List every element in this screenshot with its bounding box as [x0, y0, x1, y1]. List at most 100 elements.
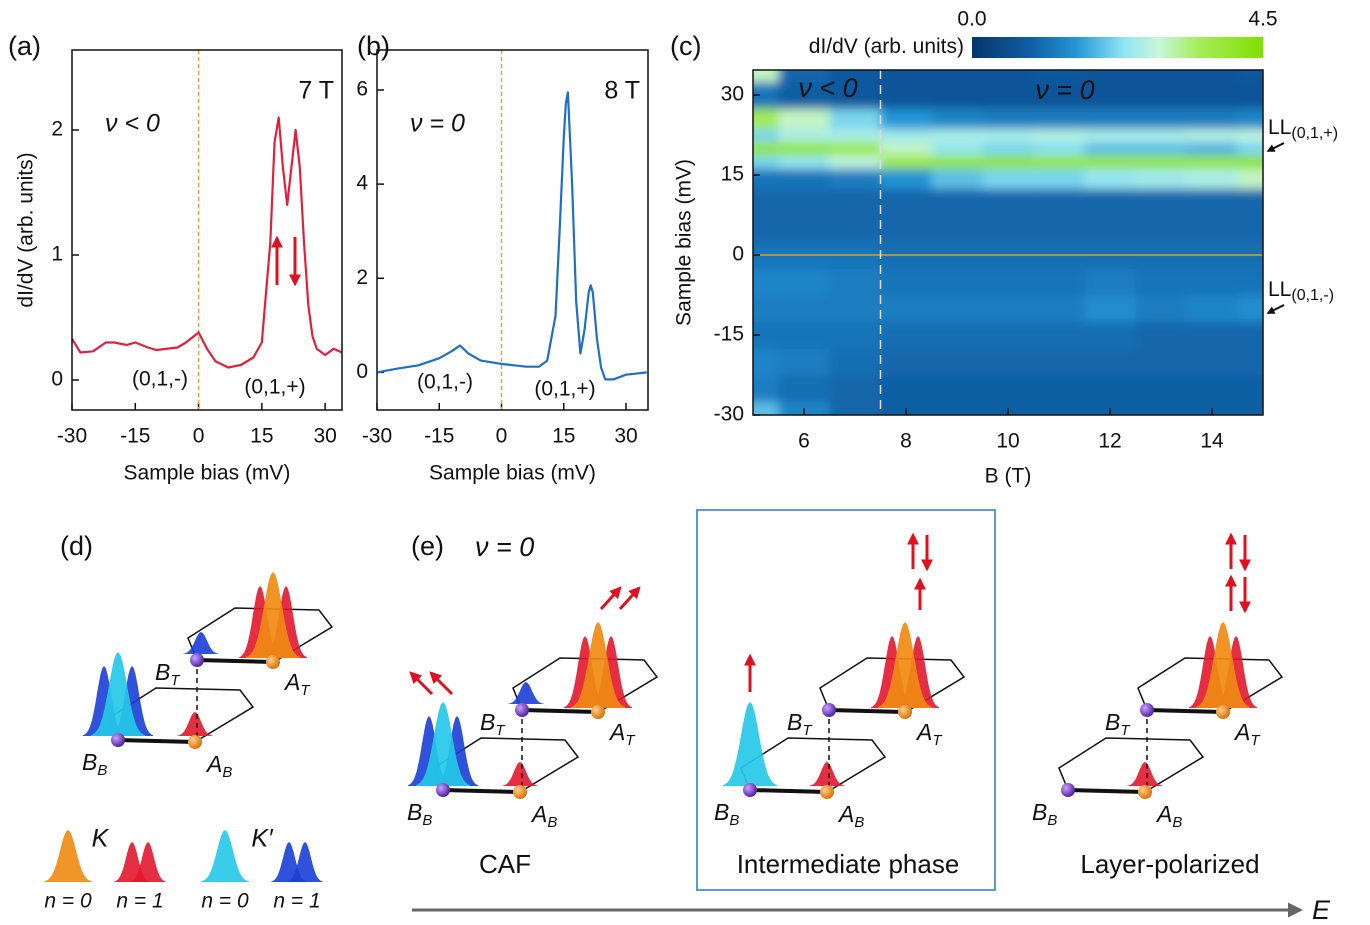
- heatmap-cell: [1033, 141, 1085, 156]
- heatmap-cell: [1237, 295, 1263, 323]
- panel-label: (d): [60, 531, 93, 561]
- heatmap-cell: [1135, 321, 1187, 349]
- site-label-sub: T: [932, 732, 943, 749]
- site-label: AT: [608, 719, 636, 749]
- heatmap-cell: [1084, 81, 1136, 109]
- heatmap-cell: [1186, 128, 1238, 143]
- heatmap-cell: [778, 348, 830, 376]
- colorbar-label: dI/dV (arb. units): [809, 35, 964, 58]
- level-label: n = 0: [201, 890, 249, 913]
- atom: [266, 655, 280, 669]
- heatmap-cell: [778, 108, 830, 129]
- heatmap-cell: [753, 168, 779, 189]
- site-label-sub: T: [1250, 732, 1261, 749]
- heatmap-cell: [1084, 108, 1136, 129]
- phase-name: CAF: [479, 849, 531, 879]
- site-label-sub: B: [422, 812, 432, 829]
- heatmap-cell: [1237, 108, 1263, 129]
- heatmap-cell: [982, 188, 1034, 216]
- y-axis-label: Sample bias (mV): [673, 159, 696, 326]
- y-tick-label: 30: [721, 83, 744, 106]
- site-label-main: A: [915, 719, 932, 745]
- heatmap-cell: [753, 70, 779, 83]
- valley-label: K: [92, 825, 110, 853]
- heatmap-cell: [1237, 215, 1263, 243]
- plot-frame: [376, 49, 649, 411]
- heatmap-cell: [778, 188, 830, 216]
- heatmap-cell: [880, 155, 932, 169]
- heatmap-cell: [1084, 155, 1136, 169]
- site-label-sub: B: [222, 764, 232, 781]
- y-tick-label: 4: [356, 172, 368, 195]
- filling-label: ν = 0: [475, 532, 534, 562]
- wavefunction: [177, 712, 213, 736]
- heatmap-cell: [1135, 401, 1187, 415]
- heatmap-cell: [753, 268, 779, 296]
- heatmap-cell: [1135, 375, 1187, 403]
- heatmap-cell: [931, 401, 983, 415]
- heatmap-cell: [1186, 215, 1238, 243]
- heatmap-cell: [829, 321, 881, 349]
- heatmap-cell: [1237, 155, 1263, 169]
- heatmap-cell: [829, 348, 881, 376]
- heatmap-cell: [753, 375, 779, 403]
- y-tick-label: 2: [51, 118, 63, 141]
- wavefunction: [508, 682, 544, 704]
- atom: [515, 703, 529, 717]
- site-label-sub: B: [729, 812, 739, 829]
- heatmap-cell: [931, 321, 983, 349]
- heatmap-cell: [778, 81, 830, 109]
- level-label: n = 1: [273, 890, 320, 913]
- heatmap-cell: [1186, 295, 1238, 323]
- heatmap-cell: [982, 141, 1034, 156]
- atom: [1140, 703, 1154, 717]
- y-tick-label: -30: [714, 403, 744, 426]
- wavefunction: [91, 652, 145, 736]
- heatmap-cell: [982, 348, 1034, 376]
- heatmap-cell: [931, 348, 983, 376]
- peak-label: (0,1,-): [132, 368, 188, 391]
- heatmap-cell: [1033, 188, 1085, 216]
- spin-arrow: [409, 671, 434, 696]
- heatmap-cell: [931, 268, 983, 296]
- highlight-box: [696, 509, 996, 891]
- heatmap-cell: [982, 128, 1034, 143]
- heatmap-cell: [1186, 108, 1238, 129]
- heatmap-cell: [931, 108, 983, 129]
- heatmap-cell: [778, 215, 830, 243]
- site-label: BT: [1105, 709, 1131, 739]
- bond: [828, 708, 906, 714]
- colorbar-tick-label: 0.0: [957, 8, 986, 31]
- spectrum-line: [71, 116, 343, 369]
- wavefunction: [723, 702, 777, 786]
- heatmap-cell: [1237, 375, 1263, 403]
- lattice-bottom: [1058, 737, 1205, 793]
- site-label-sub: T: [625, 732, 636, 749]
- heatmap-cell: [753, 348, 779, 376]
- site-label-sub: B: [1047, 812, 1057, 829]
- site-label-sub: B: [1172, 814, 1182, 831]
- heatmap-cell: [753, 295, 779, 323]
- level-label: n = 1: [116, 890, 163, 913]
- heatmap-cell: [880, 141, 932, 156]
- heatmap-cell: [1186, 155, 1238, 169]
- x-axis-label: Sample bias (mV): [124, 462, 291, 485]
- site-label: BB: [1032, 799, 1057, 829]
- spin-arrow: [599, 586, 622, 611]
- heatmap-cell: [1084, 128, 1136, 143]
- heatmap-cell: [880, 168, 932, 189]
- site-label: BB: [82, 749, 107, 779]
- atom: [743, 783, 757, 797]
- heatmap-cell: [753, 108, 779, 129]
- heatmap-cell: [982, 168, 1034, 189]
- heatmap-cell: [829, 375, 881, 403]
- x-tick-label: 30: [313, 425, 336, 448]
- plot-frame: [752, 69, 1264, 416]
- heatmap-cell: [1033, 81, 1085, 109]
- site-label-main: A: [1233, 719, 1250, 745]
- heatmap-cell: [1186, 321, 1238, 349]
- y-tick-label: 0: [732, 243, 744, 266]
- heatmap-cell: [1084, 168, 1136, 189]
- heatmap-cell: [1084, 295, 1136, 323]
- filling-label: ν < 0: [105, 110, 160, 138]
